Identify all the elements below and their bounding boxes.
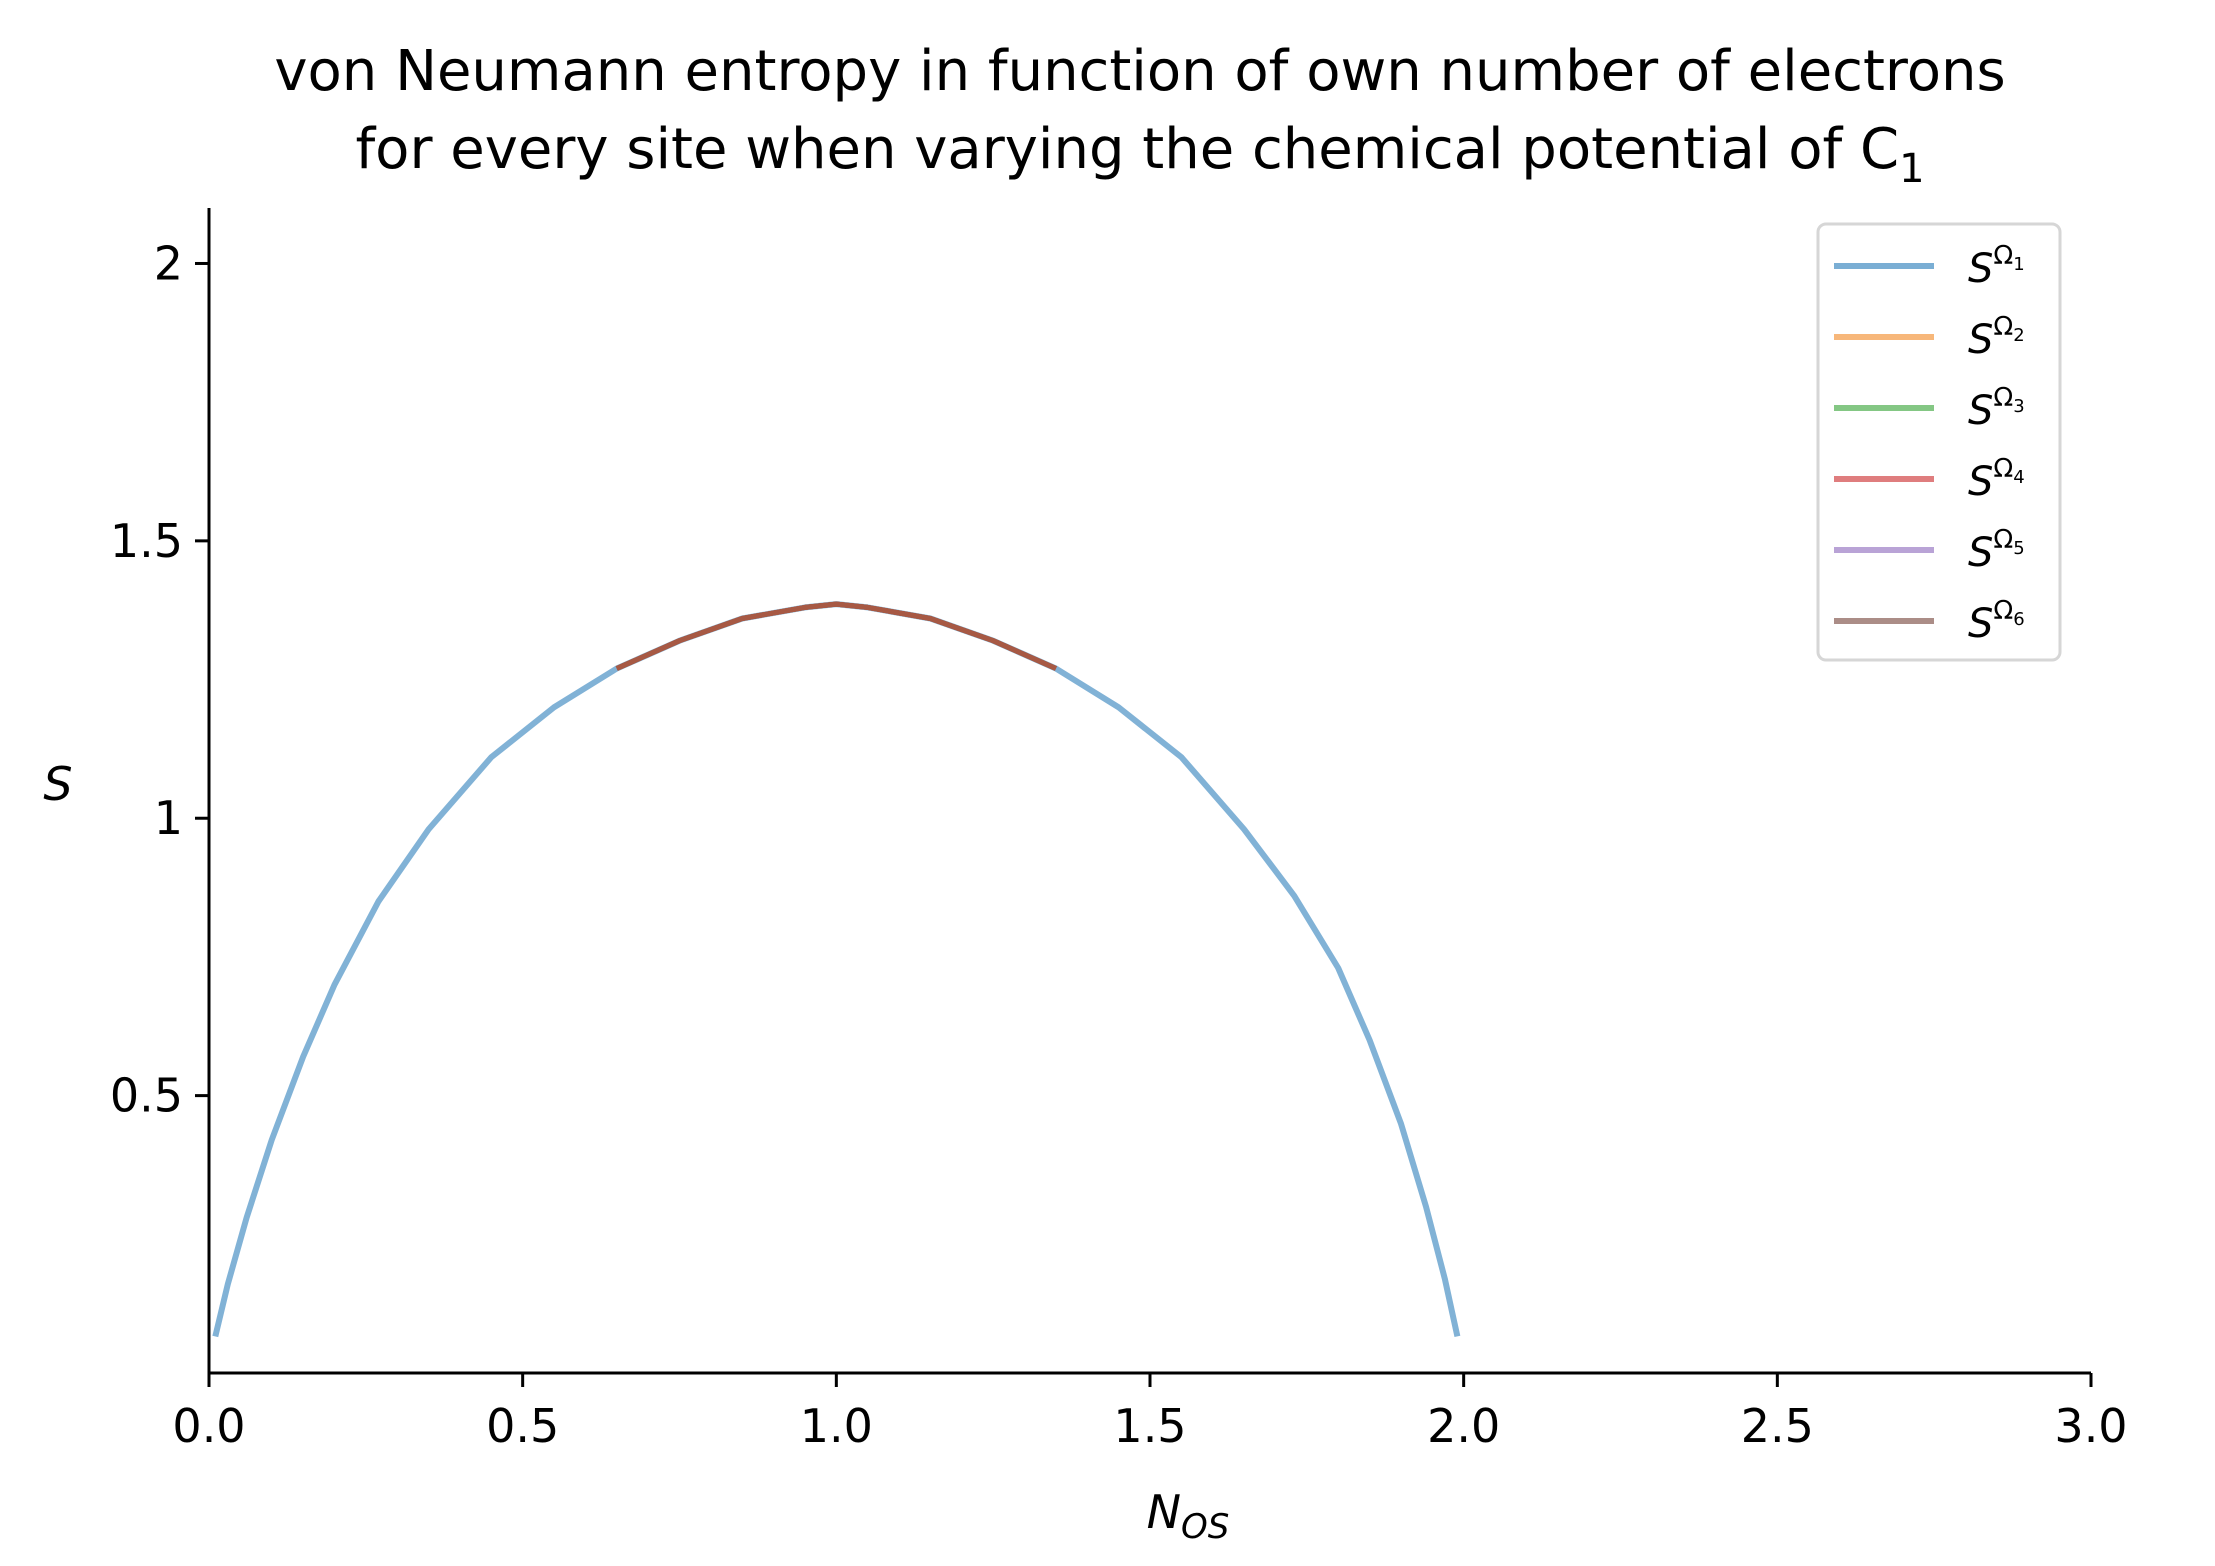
legend-label-6: SΩ6 (1968, 596, 2025, 647)
series-line-4 (615, 601, 1057, 671)
series-line-3 (615, 601, 1057, 671)
y-tick-label: 1 (154, 791, 183, 845)
x-tick-label: 2.5 (1741, 1399, 1814, 1453)
series-line-2 (615, 601, 1057, 671)
x-tick-label: 1.5 (1113, 1399, 1186, 1453)
series-line-1 (212, 601, 1461, 1338)
x-tick-label: 2.0 (1427, 1399, 1500, 1453)
legend-label-1: SΩ1 (1968, 241, 2025, 292)
legend: SΩ1 SΩ2 SΩ3 SΩ4 SΩ5 SΩ6 (1816, 222, 2062, 662)
x-tick-label: 0.5 (486, 1399, 559, 1453)
x-tick-label: 0.0 (172, 1399, 245, 1453)
chart-title-line-2-text: for every site when varying the chemical… (355, 117, 1899, 182)
legend-label-2: SΩ2 (1968, 312, 2025, 363)
x-axis-label-base: N (1147, 1485, 1181, 1539)
x-tick-label: 1.0 (800, 1399, 873, 1453)
series-line-6 (615, 601, 1057, 671)
legend-label-5: SΩ5 (1968, 525, 2025, 576)
series-line-5 (615, 601, 1057, 671)
legend-frame (1816, 222, 2062, 662)
y-tick-label: 0.5 (110, 1069, 183, 1123)
y-axis-label: S (43, 757, 72, 811)
y-tick-label: 2 (154, 236, 183, 290)
chart-title-line-1: von Neumann entropy in function of own n… (274, 39, 2005, 104)
y-tick-label: 1.5 (110, 514, 183, 568)
legend-label-4: SΩ4 (1968, 454, 2025, 505)
axes-layer: 0.0 0.5 1.0 1.5 2.0 2.5 3.0 0.5 1 1.5 2 (110, 208, 2128, 1453)
legend-label-3: SΩ3 (1968, 383, 2025, 434)
series-layer (212, 601, 1461, 1338)
chart-title-line-2: for every site when varying the chemical… (355, 117, 1924, 192)
x-tick-label: 3.0 (2054, 1399, 2127, 1453)
x-axis-label: NOS (1147, 1485, 1230, 1547)
x-axis-label-subscript: OS (1181, 1507, 1229, 1547)
chart-title-subscript: 1 (1899, 146, 1924, 192)
